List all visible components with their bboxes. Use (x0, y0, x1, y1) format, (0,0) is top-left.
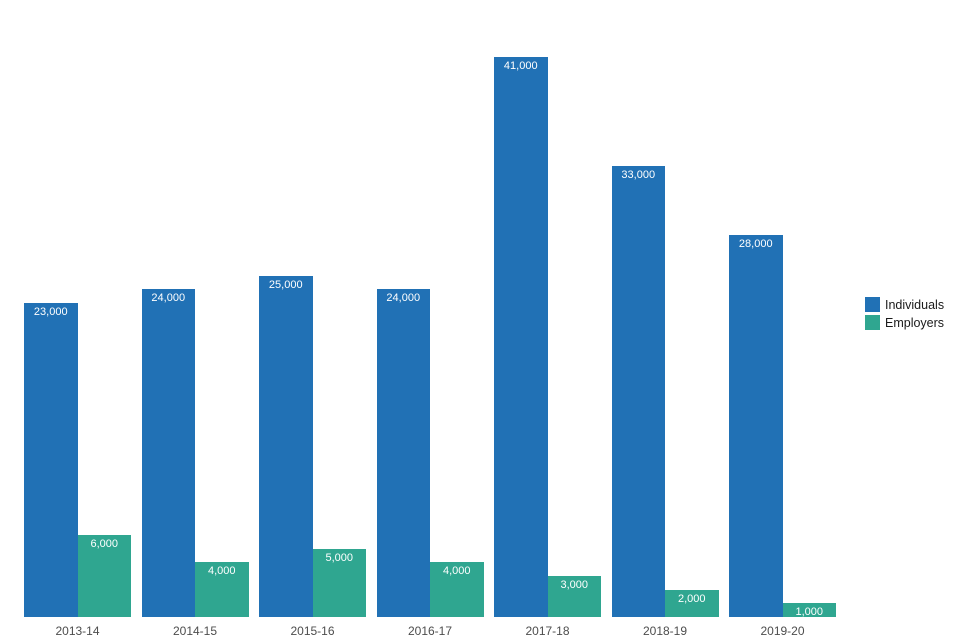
x-tick-label: 2017-18 (525, 624, 570, 638)
legend-label: Individuals (885, 297, 945, 312)
x-tick-label: 2014-15 (172, 624, 218, 638)
bar-value-label: 41,000 (503, 60, 538, 72)
legend-swatch-employers (865, 315, 880, 330)
legend-swatch-individuals (865, 297, 880, 312)
bar-group: 28,000 1,000 2019-20 (729, 57, 836, 638)
bar-value-label: 24,000 (151, 292, 186, 305)
bar-value-label: 4,000 (207, 565, 236, 578)
bar-employers: 6,000 (77, 535, 131, 617)
x-tick-label: 2013-14 (55, 624, 100, 638)
plot-area: 23,000 6,000 2013-14 24,000 4,000 2014-15 25,0… (24, 57, 836, 638)
bar-employers: 4,000 (430, 562, 484, 617)
bar-employers: 4,000 (195, 562, 249, 617)
bar-individuals: 25,000 (259, 275, 313, 617)
bar-individuals: 41,000 (494, 57, 548, 617)
bar-value-label: 4,000 (442, 565, 471, 578)
bar-employers: 3,000 (547, 576, 601, 617)
bar-value-label: 33,000 (621, 169, 656, 182)
x-tick-label: 2018-19 (642, 624, 688, 638)
bar-individuals: 24,000 (376, 289, 430, 617)
bar-value-label: 24,000 (386, 292, 421, 305)
bar-individuals: 23,000 (24, 302, 78, 617)
bar-value-label: 28,000 (738, 237, 773, 250)
x-tick-label: 2016-17 (407, 624, 453, 638)
bar-individuals: 24,000 (141, 289, 195, 617)
bar-individuals: 28,000 (729, 234, 783, 617)
bar-value-label: 2,000 (677, 592, 706, 605)
legend-item-individuals: Individuals (865, 297, 944, 312)
bar-value-label: 3,000 (560, 579, 589, 592)
bar-value-label: 6,000 (90, 538, 119, 551)
bar-group: 25,000 5,000 2015-16 (259, 57, 366, 638)
bar-group: 41,000 3,000 2017-18 (494, 57, 601, 638)
bar-value-label: 1,000 (795, 606, 824, 619)
legend-label: Employers (885, 315, 945, 330)
bar-group: 23,000 6,000 2013-14 (24, 57, 131, 638)
bar-group: 24,000 4,000 2014-15 (141, 57, 249, 638)
bar-individuals: 33,000 (611, 166, 665, 617)
bar-employers: 1,000 (782, 603, 836, 619)
x-tick-label: 2015-16 (290, 624, 335, 638)
legend-item-employers: Employers (865, 315, 944, 330)
bar-value-label: 23,000 (33, 305, 68, 318)
bar-employers: 2,000 (665, 589, 719, 617)
legend: Individuals Employers (865, 297, 944, 330)
bar-value-label: 5,000 (325, 551, 354, 564)
x-tick-label: 2019-20 (760, 624, 805, 638)
bar-value-label: 25,000 (268, 278, 303, 291)
bar-employers: 5,000 (312, 548, 366, 617)
bar-group: 24,000 4,000 2016-17 (376, 57, 484, 638)
bar-group: 33,000 2,000 2018-19 (611, 57, 719, 638)
